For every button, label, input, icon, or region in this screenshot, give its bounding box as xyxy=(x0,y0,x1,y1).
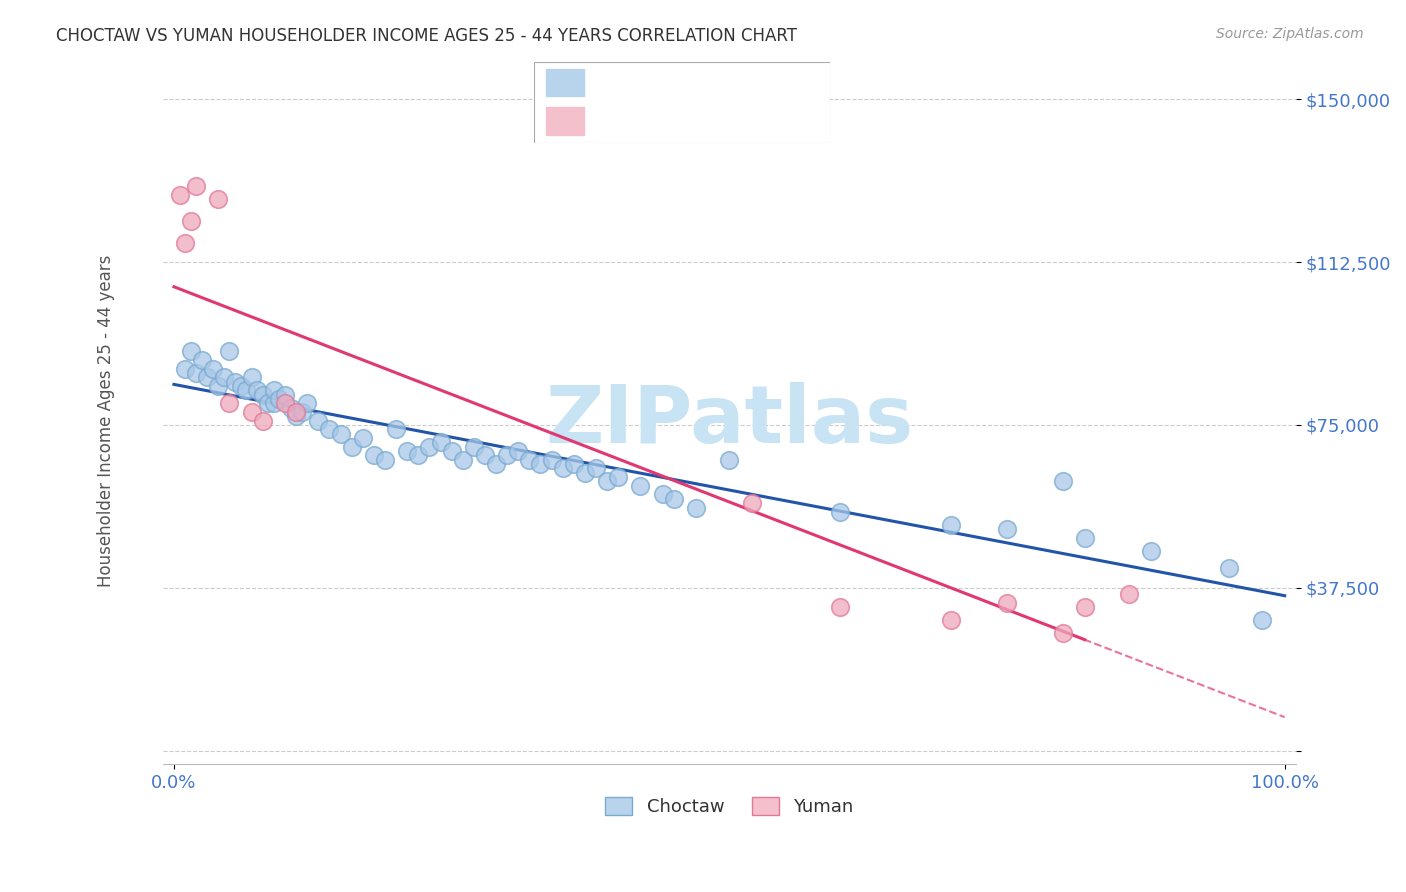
Point xyxy=(651,487,673,501)
Point xyxy=(280,401,302,415)
Point xyxy=(169,187,191,202)
Point xyxy=(1118,587,1140,601)
Point xyxy=(307,414,329,428)
Point xyxy=(246,383,269,397)
Point xyxy=(297,396,319,410)
Text: R = -0.514   N = 65: R = -0.514 N = 65 xyxy=(593,73,785,92)
Point xyxy=(451,452,474,467)
Point xyxy=(201,361,224,376)
Point xyxy=(496,449,519,463)
Point xyxy=(1052,475,1074,489)
Point xyxy=(207,192,229,206)
Point xyxy=(1052,626,1074,640)
Point xyxy=(718,452,741,467)
Legend: Choctaw, Yuman: Choctaw, Yuman xyxy=(598,789,860,823)
Point xyxy=(285,409,308,424)
Point xyxy=(508,444,530,458)
Point xyxy=(212,370,235,384)
Point xyxy=(1140,544,1163,558)
Point xyxy=(519,452,541,467)
Point xyxy=(429,435,451,450)
Point xyxy=(174,361,197,376)
Point xyxy=(374,452,396,467)
Text: Source: ZipAtlas.com: Source: ZipAtlas.com xyxy=(1216,27,1364,41)
Point xyxy=(685,500,707,515)
Point xyxy=(240,370,263,384)
Point xyxy=(418,440,440,454)
Point xyxy=(1074,600,1097,615)
Point xyxy=(830,505,852,519)
Point xyxy=(596,475,619,489)
Point xyxy=(941,614,963,628)
FancyBboxPatch shape xyxy=(534,62,830,143)
Point xyxy=(318,422,340,436)
Text: Householder Income Ages 25 - 44 years: Householder Income Ages 25 - 44 years xyxy=(97,254,115,587)
Point xyxy=(585,461,607,475)
Point xyxy=(485,457,508,471)
Point xyxy=(252,387,274,401)
Point xyxy=(180,214,202,228)
Point xyxy=(551,461,574,475)
Point xyxy=(174,235,197,250)
Point xyxy=(240,405,263,419)
Point xyxy=(1074,531,1097,545)
Bar xyxy=(546,69,585,96)
Point xyxy=(340,440,363,454)
Point xyxy=(235,383,257,397)
Point xyxy=(229,379,252,393)
Point xyxy=(396,444,419,458)
Point xyxy=(474,449,496,463)
Point xyxy=(463,440,485,454)
Point xyxy=(285,405,308,419)
Point xyxy=(274,387,297,401)
Point xyxy=(540,452,562,467)
Point xyxy=(385,422,408,436)
Point xyxy=(224,375,246,389)
Point xyxy=(218,344,240,359)
Point xyxy=(186,366,208,380)
Point xyxy=(941,517,963,532)
Point xyxy=(1251,614,1274,628)
Text: CHOCTAW VS YUMAN HOUSEHOLDER INCOME AGES 25 - 44 YEARS CORRELATION CHART: CHOCTAW VS YUMAN HOUSEHOLDER INCOME AGES… xyxy=(56,27,797,45)
Point xyxy=(363,449,385,463)
Text: R = -0.792   N = 17: R = -0.792 N = 17 xyxy=(593,112,785,130)
Point xyxy=(408,449,430,463)
Point xyxy=(574,466,596,480)
Text: ZIPatlas: ZIPatlas xyxy=(546,382,914,459)
Point xyxy=(741,496,763,510)
Point xyxy=(440,444,463,458)
Point xyxy=(263,383,285,397)
Point xyxy=(180,344,202,359)
Point xyxy=(186,179,208,194)
Point xyxy=(257,396,280,410)
Point xyxy=(995,522,1018,536)
Point xyxy=(562,457,585,471)
Point xyxy=(630,479,652,493)
Point xyxy=(607,470,630,484)
Point xyxy=(195,370,218,384)
Point xyxy=(207,379,229,393)
Point xyxy=(274,396,297,410)
Point xyxy=(662,491,685,506)
Point xyxy=(252,414,274,428)
Point xyxy=(529,457,551,471)
Bar xyxy=(546,107,585,135)
Point xyxy=(291,405,314,419)
Point xyxy=(218,396,240,410)
Point xyxy=(995,596,1018,610)
Point xyxy=(830,600,852,615)
Point xyxy=(269,392,291,406)
Point xyxy=(263,396,285,410)
Point xyxy=(352,431,374,445)
Point xyxy=(1218,561,1240,575)
Point xyxy=(190,352,212,367)
Point xyxy=(329,426,352,441)
